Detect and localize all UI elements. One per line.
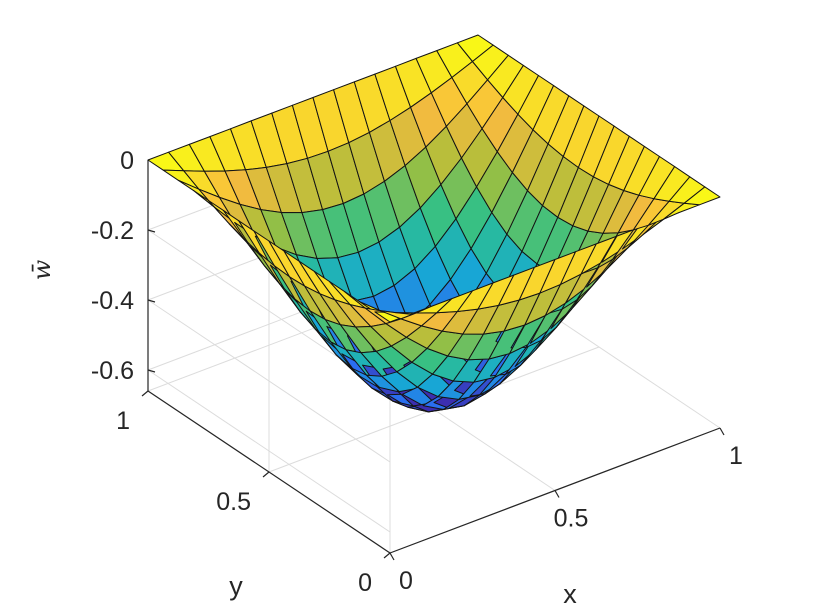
- y-axis-label: y: [229, 571, 243, 601]
- y-tick-mark-0: [383, 552, 391, 559]
- y-tick-label: 0.5: [216, 488, 251, 516]
- x-tick-mark-0: [389, 552, 395, 561]
- y-tick-label: 1: [116, 407, 130, 435]
- z-tick-label: -0.4: [91, 287, 134, 315]
- x-tick-mark-2: [719, 427, 725, 436]
- x-tick-label: 0: [399, 567, 413, 595]
- z-tick-mark-3: [147, 369, 156, 373]
- x-tick-label: 1: [729, 442, 743, 470]
- z-axis-label: w̄: [28, 259, 56, 280]
- z-tick-label: 0: [120, 147, 134, 175]
- x-tick-label: 0.5: [554, 505, 589, 533]
- z-tick-mark-1: [147, 229, 156, 233]
- axes: [141, 159, 725, 561]
- surface-patches: [147, 34, 721, 413]
- y-tick-mark-1: [262, 471, 270, 478]
- x-tick-mark-1: [554, 490, 560, 498]
- y-tick-mark-2: [141, 390, 149, 397]
- z-tick-mark-2: [147, 299, 156, 303]
- y-tick-label: 0: [358, 569, 372, 597]
- z-tick-label: -0.6: [91, 357, 134, 385]
- x-axis-label: x: [563, 579, 577, 608]
- surface-patch: [683, 186, 721, 206]
- z-tick-label: -0.2: [91, 217, 134, 245]
- tick-labels: 0 0.5 1 0 0.5 1 0 -0.2 -0.4 -0.6: [91, 147, 743, 597]
